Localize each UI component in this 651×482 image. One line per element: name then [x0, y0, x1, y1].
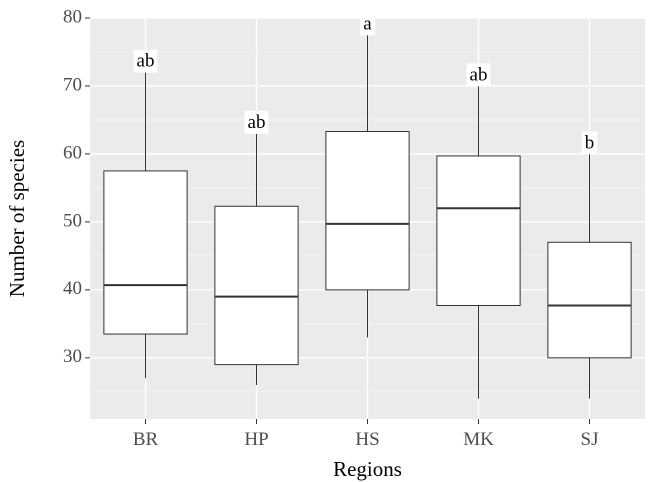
group-label: b — [585, 132, 595, 153]
x-tick-label: BR — [133, 429, 159, 450]
group-label: ab — [248, 112, 266, 133]
x-tick-label: HP — [244, 429, 268, 450]
box-body — [436, 155, 521, 306]
box-body — [214, 205, 299, 366]
x-axis: BR HP HS MK SJ — [133, 419, 599, 450]
y-tick-label: 70 — [63, 74, 82, 95]
box-hp: ab — [214, 110, 299, 386]
group-label: ab — [137, 51, 155, 72]
box-br: ab — [103, 49, 188, 379]
group-label: a — [363, 13, 372, 34]
x-tick-label: SJ — [581, 429, 599, 450]
group-label-background — [244, 110, 269, 134]
group-label-background — [466, 63, 491, 87]
box-mk: ab — [436, 63, 521, 399]
y-tick-label: 40 — [63, 278, 82, 299]
box-sj: b — [547, 131, 632, 399]
box-hs: a — [325, 12, 410, 338]
box-body — [325, 131, 410, 291]
y-axis: 30 40 50 60 70 80 — [63, 6, 90, 367]
y-tick-label: 30 — [63, 346, 82, 367]
y-tick-label: 50 — [63, 210, 82, 231]
group-label: ab — [470, 64, 488, 85]
y-tick-label: 80 — [63, 6, 82, 27]
y-tick-label: 60 — [63, 142, 82, 163]
y-axis-title: Number of species — [5, 140, 29, 297]
group-label-background — [133, 49, 158, 73]
box-body — [103, 170, 188, 335]
x-tick-label: MK — [463, 429, 494, 450]
x-tick-label: HS — [355, 429, 379, 450]
group-label-background — [360, 12, 376, 36]
x-axis-title: Regions — [333, 457, 402, 481]
group-label-background — [581, 131, 598, 155]
boxes-layer: ab ab a ab b — [103, 12, 632, 399]
box-body — [547, 241, 632, 359]
